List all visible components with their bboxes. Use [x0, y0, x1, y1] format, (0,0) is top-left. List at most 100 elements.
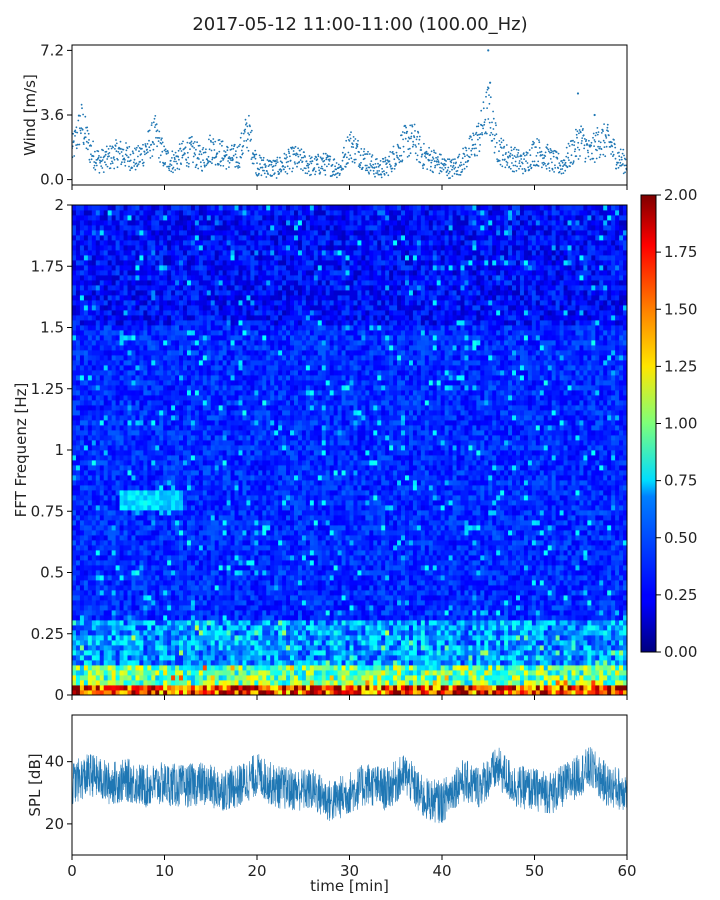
spectrogram-cell [385, 675, 389, 680]
spectrogram-cell [286, 660, 290, 665]
spectrogram-cell [457, 600, 461, 605]
spectrogram-cell [619, 575, 623, 580]
spectrogram-cell [524, 580, 528, 585]
spectrogram-cell [143, 595, 147, 600]
spectrogram-cell [611, 585, 615, 590]
spectrogram-cell [492, 600, 496, 605]
wind-point [154, 118, 156, 120]
spectrogram-cell [326, 680, 330, 685]
wind-point [281, 169, 283, 171]
wind-point [153, 121, 155, 123]
spectrogram-heatmap [72, 205, 627, 695]
spectrogram-cell [488, 680, 492, 685]
spectrogram-cell [575, 685, 579, 690]
wind-point [91, 158, 93, 160]
wind-point [453, 165, 455, 167]
spectrogram-cell [100, 575, 104, 580]
wind-point [371, 156, 373, 158]
spectrogram-cell [211, 620, 215, 625]
wind-point [578, 149, 580, 151]
spectrogram-cell [464, 590, 468, 595]
spectrogram-cell [599, 665, 603, 670]
spectrogram-cell [274, 595, 278, 600]
spectrogram-cell [575, 675, 579, 680]
spectrogram-cell [100, 665, 104, 670]
spectrogram-cell [108, 570, 112, 575]
spectrogram-cell [492, 645, 496, 650]
wind-point [214, 149, 216, 151]
spectrogram-cell [167, 580, 171, 585]
spectrogram-cell [310, 595, 314, 600]
spectrogram-cell [480, 590, 484, 595]
spectrogram-cell [120, 665, 124, 670]
spectrogram-cell [401, 670, 405, 675]
spectrogram-cell [227, 670, 231, 675]
spectrogram-cell [524, 655, 528, 660]
wind-point [508, 166, 510, 168]
spectrogram-cell [591, 580, 595, 585]
wind-point [329, 160, 331, 162]
spectrogram-cell [536, 680, 540, 685]
spectrogram-cell [246, 660, 250, 665]
spectrogram-cell [401, 580, 405, 585]
spectrogram-cell [231, 660, 235, 665]
spectrogram-cell [124, 645, 128, 650]
spectrogram-cell [270, 610, 274, 615]
wind-point [471, 139, 473, 141]
spectrogram-cell [302, 630, 306, 635]
spectrogram-cell [96, 615, 100, 620]
spectrogram-cell [472, 680, 476, 685]
spectrogram-cell [357, 595, 361, 600]
wind-point [543, 164, 545, 166]
wind-point [208, 156, 210, 158]
spectrogram-cell [611, 685, 615, 690]
wind-point [502, 154, 504, 156]
spectrogram-cell [397, 635, 401, 640]
spectrogram-cell [179, 675, 183, 680]
spectrogram-cell [564, 630, 568, 635]
spectrogram-cell [413, 670, 417, 675]
spectrogram-cell [215, 605, 219, 610]
spectrogram-cell [572, 645, 576, 650]
spectrogram-cell [159, 640, 163, 645]
spectrogram-cell [167, 630, 171, 635]
spectrogram-cell [464, 635, 468, 640]
spectrogram-cell [128, 595, 132, 600]
spectrogram-cell [575, 640, 579, 645]
spectrogram-cell [548, 670, 552, 675]
spectrogram-cell [235, 590, 239, 595]
spectrogram-cell [496, 680, 500, 685]
spectrogram-cell [413, 595, 417, 600]
wind-point [618, 155, 620, 157]
wind-point [590, 159, 592, 161]
wind-point [532, 161, 534, 163]
wind-point [117, 159, 119, 161]
wind-point [135, 149, 137, 151]
spectrogram-cell [500, 600, 504, 605]
spectrogram-cell [151, 605, 155, 610]
spectrogram-cell [155, 630, 159, 635]
spectrogram-cell [449, 585, 453, 590]
spectrogram-cell [425, 615, 429, 620]
spectrogram-cell [520, 635, 524, 640]
spectrogram-cell [266, 605, 270, 610]
wind-point [324, 164, 326, 166]
spectrogram-cell [583, 580, 587, 585]
spectrogram-cell [120, 680, 124, 685]
spectrogram-cell [393, 590, 397, 595]
spectrogram-cell [207, 595, 211, 600]
spectrogram-cell [242, 655, 246, 660]
spectrogram-cell [294, 620, 298, 625]
wind-point [584, 138, 586, 140]
spectrogram-cell [393, 615, 397, 620]
spectrogram-cell [116, 675, 120, 680]
spectrogram-cell [536, 610, 540, 615]
wind-point [240, 157, 242, 159]
spectrogram-cell [139, 660, 143, 665]
spectrogram-cell [302, 655, 306, 660]
wind-point [111, 148, 113, 150]
spectrogram-cell [84, 605, 88, 610]
spectrogram-cell [405, 570, 409, 575]
spectrogram-cell [393, 645, 397, 650]
spectrogram-cell [227, 635, 231, 640]
